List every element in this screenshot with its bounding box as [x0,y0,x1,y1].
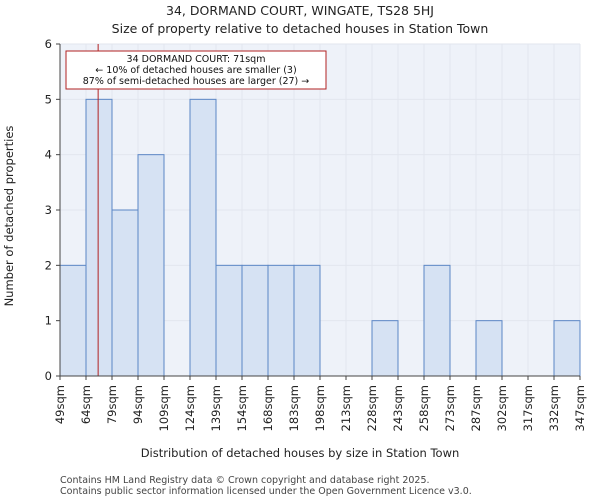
bars-group [59,98,581,377]
bar-79sqm [111,209,139,377]
x-tick-label-12: 228sqm [365,385,379,431]
bar-64sqm [85,98,113,377]
x-tick-label-8: 168sqm [261,385,275,431]
y-tick-label-6: 6 [45,37,52,51]
x-tick-label-19: 332sqm [547,385,561,431]
x-tick-label-11: 213sqm [339,385,353,431]
x-tick-label-13: 243sqm [391,385,405,431]
x-tick-label-9: 183sqm [287,385,301,431]
y-tick-label-3: 3 [45,203,52,217]
x-tick-label-17: 302sqm [495,385,509,431]
chart-title-line2: Size of property relative to detached ho… [112,21,489,36]
x-tick-label-16: 287sqm [469,385,483,431]
y-ticks: 0 1 2 3 4 5 6 [45,37,60,383]
x-tick-label-15: 273sqm [443,385,457,431]
bar-139sqm [215,264,243,377]
bar-168sqm [267,264,295,377]
x-ticks: 49sqm 64sqm 79sqm 94sqm 109sqm 124sqm 139sqm 15… [53,376,587,431]
y-tick-label-5: 5 [45,92,52,106]
y-tick-label-4: 4 [45,148,52,162]
bar-287sqm [475,320,503,377]
annotation-line1: 34 DORMAND COURT: 71sqm [127,54,266,65]
x-tick-label-0: 49sqm [53,385,67,424]
x-tick-label-18: 317sqm [521,385,535,431]
annotation-line3: 87% of semi-detached houses are larger (… [83,76,310,87]
x-tick-label-20: 347sqm [573,385,587,431]
x-tick-label-1: 64sqm [79,385,93,424]
bar-154sqm [241,264,269,377]
x-tick-label-4: 109sqm [157,385,171,431]
x-tick-label-2: 79sqm [105,385,119,424]
footer-line1: Contains HM Land Registry data © Crown c… [60,475,430,486]
bar-94sqm [137,154,165,377]
x-tick-label-14: 258sqm [417,385,431,431]
x-tick-label-10: 198sqm [313,385,327,431]
bar-258sqm [423,264,451,377]
x-tick-label-3: 94sqm [131,385,145,424]
footer-line2: Contains public sector information licen… [60,486,472,497]
annotation-line2: ← 10% of detached houses are smaller (3) [95,65,296,76]
annotation-box: 34 DORMAND COURT: 71sqm ← 10% of detache… [65,50,327,90]
chart-title-line1: 34, DORMAND COURT, WINGATE, TS28 5HJ [166,3,434,18]
bar-124sqm [189,98,217,377]
bar-49sqm [59,264,87,377]
y-axis-label: Number of detached properties [2,126,16,307]
y-tick-label-0: 0 [45,369,52,383]
bar-228sqm [371,320,399,377]
x-tick-label-7: 154sqm [235,385,249,431]
bar-183sqm [293,264,321,377]
bar-332sqm [553,320,581,377]
x-tick-label-5: 124sqm [183,385,197,431]
y-tick-label-2: 2 [45,258,52,272]
x-tick-label-6: 139sqm [209,385,223,431]
x-axis-label: Distribution of detached houses by size … [141,446,460,460]
annotation-frame [65,50,327,90]
y-tick-label-1: 1 [45,314,52,328]
